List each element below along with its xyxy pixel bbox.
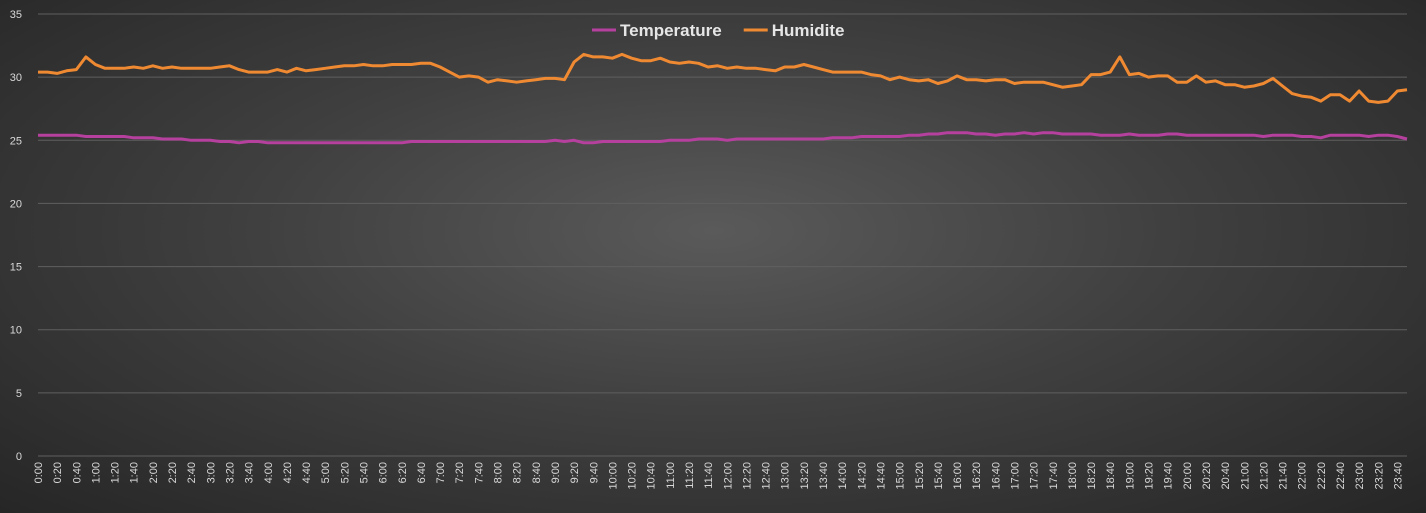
x-tick-label: 6:20 xyxy=(397,462,409,483)
line-series xyxy=(38,52,1408,104)
x-tick-label: 9:00 xyxy=(550,462,562,483)
x-tick-label: 17:20 xyxy=(1029,462,1041,490)
legend-label: Temperature xyxy=(620,21,722,40)
x-tick-label: 5:20 xyxy=(339,462,351,483)
x-tick-label: 12:20 xyxy=(741,462,753,490)
x-tick-label: 3:20 xyxy=(224,462,236,483)
x-tick-label: 5:40 xyxy=(358,462,370,483)
x-tick-label: 11:00 xyxy=(665,462,677,489)
x-tick-label: 17:00 xyxy=(1009,462,1021,490)
x-tick-label: 22:40 xyxy=(1335,462,1347,490)
x-tick-label: 2:40 xyxy=(186,462,198,483)
x-tick-label: 12:40 xyxy=(761,462,773,490)
x-tick-label: 6:40 xyxy=(416,462,428,483)
x-tick-label: 15:00 xyxy=(895,462,907,490)
x-tick-label: 7:20 xyxy=(454,462,466,483)
x-tick-label: 23:00 xyxy=(1354,462,1366,490)
x-tick-label: 14:00 xyxy=(837,462,849,490)
x-tick-label: 9:20 xyxy=(569,462,581,483)
x-tick-label: 1:20 xyxy=(110,462,122,483)
x-tick-label: 13:20 xyxy=(799,462,811,490)
x-tick-label: 6:00 xyxy=(378,462,390,483)
x-tick-label: 2:00 xyxy=(148,462,160,483)
x-tick-label: 10:40 xyxy=(646,462,658,490)
x-tick-label: 19:20 xyxy=(1144,462,1156,490)
x-tick-label: 3:00 xyxy=(205,462,217,483)
x-tick-label: 4:00 xyxy=(263,462,275,483)
x-tick-label: 21:40 xyxy=(1278,462,1290,490)
y-tick-label: 5 xyxy=(16,388,22,400)
x-tick-label: 19:00 xyxy=(1124,462,1136,490)
x-tick-label: 21:20 xyxy=(1258,462,1270,490)
x-tick-label: 12:00 xyxy=(722,462,734,490)
x-tick-label: 20:20 xyxy=(1201,462,1213,490)
x-tick-label: 16:40 xyxy=(990,462,1002,490)
x-tick-label: 11:40 xyxy=(703,462,715,489)
x-tick-label: 8:00 xyxy=(493,462,505,483)
x-tick-label: 14:40 xyxy=(875,462,887,490)
x-tick-label: 22:20 xyxy=(1316,462,1328,490)
x-tick-label: 2:20 xyxy=(167,462,179,483)
y-tick-label: 20 xyxy=(10,198,22,210)
y-tick-label: 0 xyxy=(16,451,22,463)
x-tick-label: 23:20 xyxy=(1373,462,1385,490)
x-tick-label: 8:20 xyxy=(512,462,524,483)
x-tick-label: 0:20 xyxy=(52,462,64,483)
x-tick-label: 15:20 xyxy=(914,462,926,490)
x-tick-label: 7:40 xyxy=(473,462,485,483)
x-tick-label: 15:40 xyxy=(933,462,945,490)
x-tick-label: 1:40 xyxy=(129,462,141,483)
x-tick-label: 21:00 xyxy=(1239,462,1251,490)
x-tick-label: 4:40 xyxy=(301,462,313,483)
x-tick-label: 10:00 xyxy=(607,462,619,490)
x-tick-label: 9:40 xyxy=(588,462,600,483)
x-tick-label: 10:20 xyxy=(627,462,639,490)
x-tick-label: 3:40 xyxy=(244,462,256,483)
x-tick-label: 4:20 xyxy=(282,462,294,483)
x-tick-label: 5:00 xyxy=(320,462,332,483)
x-tick-label: 13:40 xyxy=(818,462,830,490)
x-tick-label: 20:00 xyxy=(1182,462,1194,490)
x-tick-label: 14:20 xyxy=(856,462,868,490)
x-tick-label: 18:00 xyxy=(1067,462,1079,490)
x-tick-label: 0:40 xyxy=(71,462,83,483)
x-tick-label: 18:20 xyxy=(1086,462,1098,490)
y-tick-label: 35 xyxy=(10,9,22,21)
x-tick-label: 17:40 xyxy=(1048,462,1060,490)
x-tick-label: 11:20 xyxy=(684,462,696,489)
legend-label: Humidite xyxy=(772,21,845,40)
line-series xyxy=(38,131,1408,145)
x-tick-label: 16:00 xyxy=(952,462,964,490)
x-tick-label: 22:00 xyxy=(1297,462,1309,490)
x-tick-label: 13:00 xyxy=(780,462,792,490)
x-tick-label: 8:40 xyxy=(531,462,543,483)
x-tick-label: 0:00 xyxy=(33,462,45,483)
y-tick-label: 30 xyxy=(10,72,22,84)
x-tick-label: 23:40 xyxy=(1392,462,1404,490)
x-tick-label: 7:00 xyxy=(435,462,447,483)
legend: Temperature Humidite xyxy=(592,21,844,40)
x-tick-label: 20:40 xyxy=(1220,462,1232,490)
y-tick-label: 10 xyxy=(10,325,22,337)
y-tick-label: 25 xyxy=(10,135,22,147)
x-tick-label: 19:40 xyxy=(1163,462,1175,490)
x-tick-label: 18:40 xyxy=(1105,462,1117,490)
x-tick-label: 16:20 xyxy=(971,462,983,490)
x-tick-label: 1:00 xyxy=(90,462,102,483)
y-tick-label: 15 xyxy=(10,262,22,274)
